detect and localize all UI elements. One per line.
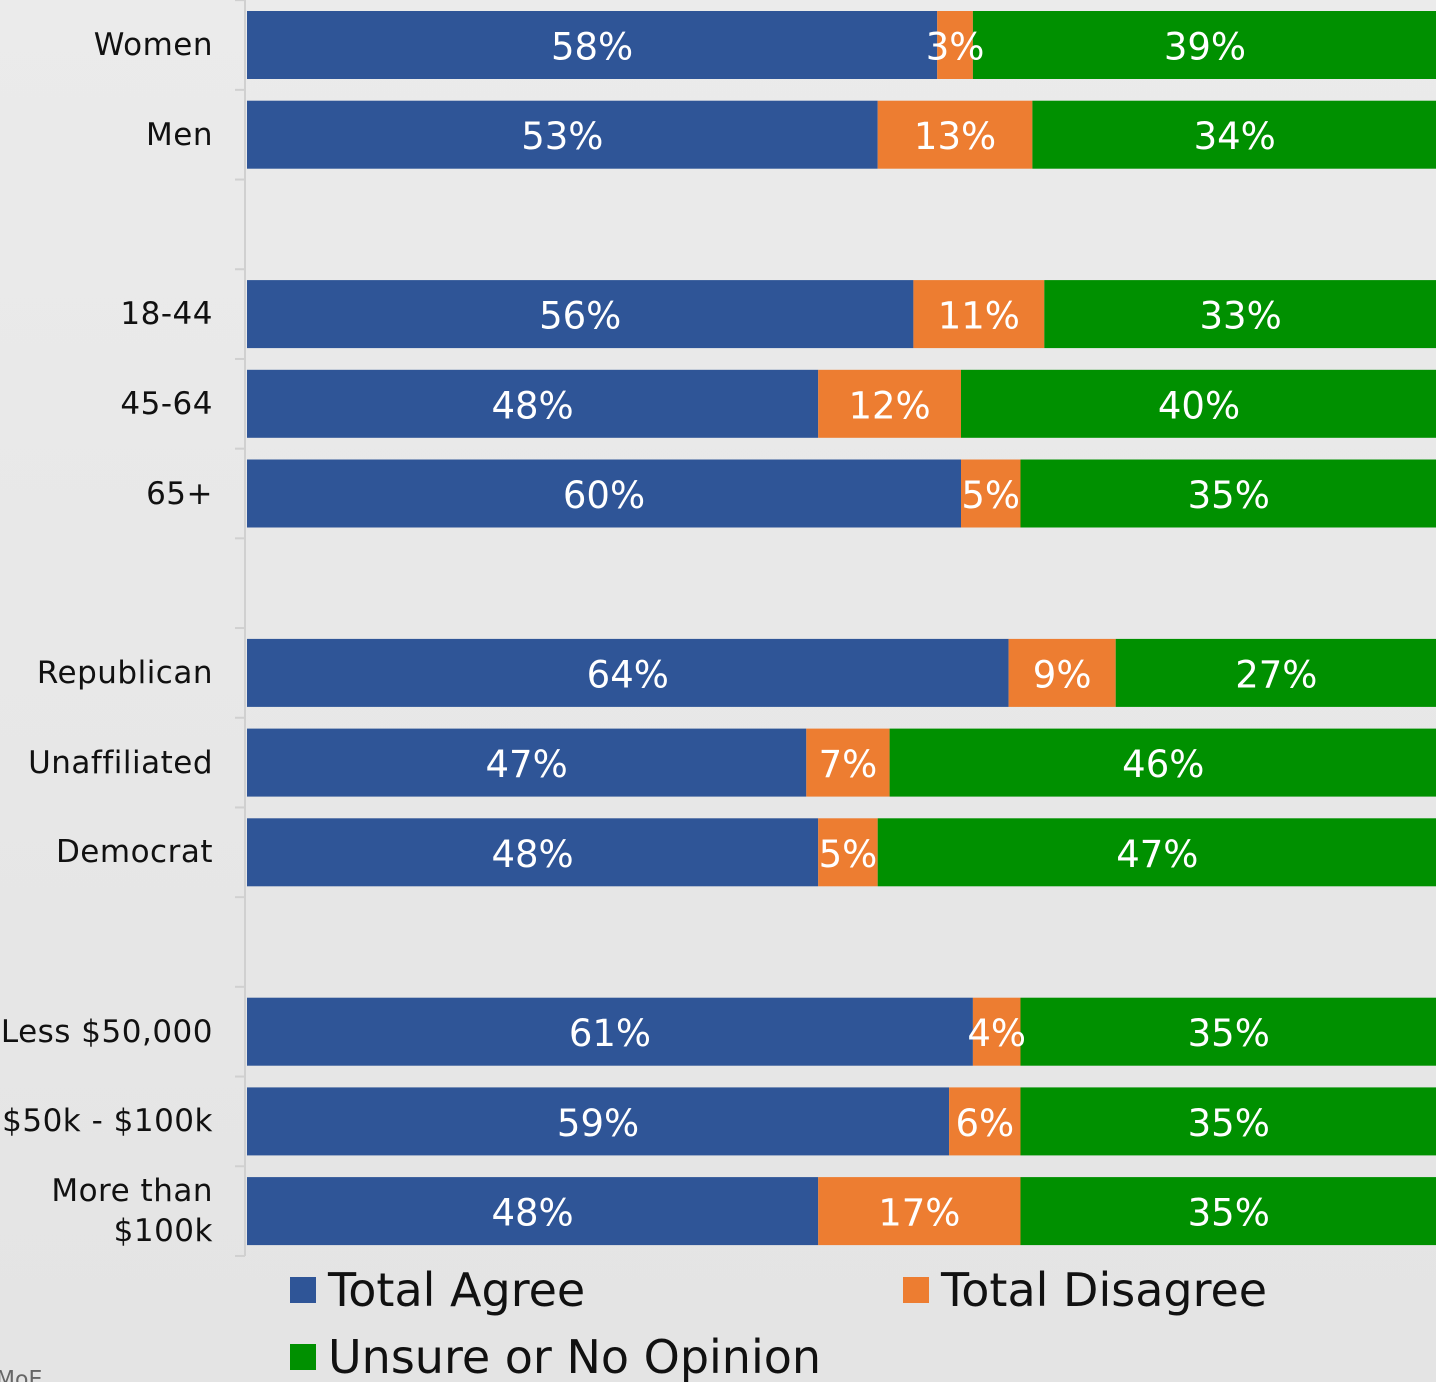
bar-segment: [1020, 997, 1436, 1066]
value-label: 13%: [914, 115, 996, 158]
bar-segment: [1044, 280, 1436, 349]
bar-segment: [247, 280, 914, 349]
bar-segment: [818, 818, 878, 887]
bar-segment: [889, 728, 1436, 797]
bar-segment: [247, 728, 807, 797]
category-label: Women: [93, 27, 213, 63]
value-label: 35%: [1188, 1012, 1270, 1055]
value-label: 53%: [521, 115, 603, 158]
bar-segment: [247, 818, 819, 887]
bar-segment: [818, 1177, 1021, 1246]
value-label: 5%: [819, 833, 878, 876]
value-label: 12%: [848, 384, 930, 427]
value-label: 3%: [926, 26, 985, 69]
bar-segment: [1008, 638, 1116, 707]
value-label: 35%: [1188, 1192, 1270, 1235]
legend-label: Total Disagree: [940, 1263, 1267, 1317]
value-label: 9%: [1033, 653, 1092, 696]
bar-segment: [1020, 1087, 1436, 1156]
value-label: 17%: [878, 1192, 960, 1235]
legend-label: Total Agree: [327, 1263, 585, 1317]
bar-segment: [937, 11, 973, 79]
bar-segment: [972, 11, 1436, 79]
footnote: MoE: [0, 1368, 42, 1382]
value-label: 33%: [1200, 295, 1282, 338]
value-label: 35%: [1188, 474, 1270, 517]
bar-segment: [877, 818, 1436, 887]
bar-segment: [972, 997, 1021, 1066]
bar-segment: [247, 11, 938, 79]
category-label: 18-44: [120, 296, 213, 333]
bar-segment: [247, 997, 973, 1066]
value-label: 35%: [1188, 1102, 1270, 1145]
category-label: $50k - $100k: [2, 1103, 213, 1140]
value-label: 34%: [1194, 115, 1276, 158]
legend-swatch: [290, 1277, 316, 1303]
category-label: More than $100k: [51, 1173, 213, 1250]
category-label: 45-64: [120, 385, 213, 422]
value-label: 59%: [557, 1102, 639, 1145]
legend-swatch: [290, 1344, 316, 1370]
value-label: 56%: [539, 295, 621, 338]
bar-segment: [913, 280, 1045, 349]
value-label: 46%: [1122, 743, 1204, 786]
value-label: 61%: [569, 1012, 651, 1055]
bar-segment: [247, 369, 819, 438]
value-label: 5%: [961, 474, 1020, 517]
bar-segment: [247, 100, 878, 169]
category-label: 65+: [146, 475, 213, 512]
bar-segment: [247, 638, 1009, 707]
bar-segment: [961, 369, 1436, 438]
category-label: Democrat: [55, 834, 213, 871]
value-label: 27%: [1235, 653, 1317, 696]
bar-segment: [1115, 638, 1436, 707]
bar-segment: [247, 459, 961, 528]
value-label: 40%: [1158, 384, 1240, 427]
value-label: 48%: [491, 1192, 573, 1235]
bar-segment: [818, 369, 961, 438]
value-label: 60%: [563, 474, 645, 517]
bar-segment: [1032, 100, 1436, 169]
bar-segment: [1020, 1177, 1436, 1246]
value-label: 48%: [491, 384, 573, 427]
category-label: Men: [146, 116, 213, 153]
category-label: Unaffiliated: [28, 744, 213, 781]
bar-segment: [806, 728, 890, 797]
bar-segment: [247, 1087, 950, 1156]
bar-segment: [961, 459, 1021, 528]
legend-swatch: [903, 1277, 929, 1303]
category-label: Republican: [36, 654, 213, 691]
value-label: 47%: [486, 743, 568, 786]
bar-segment: [247, 1177, 819, 1246]
value-label: 7%: [819, 743, 878, 786]
value-label: 6%: [955, 1102, 1014, 1145]
bar-segment: [1020, 459, 1436, 528]
category-label: Less $50,000: [0, 1013, 213, 1050]
value-label: 47%: [1116, 833, 1198, 876]
value-label: 48%: [491, 833, 573, 876]
bar-segment: [949, 1087, 1021, 1156]
bar-segment: [877, 100, 1033, 169]
value-label: 4%: [967, 1012, 1026, 1055]
value-label: 58%: [551, 26, 633, 69]
legend-label: Unsure or No Opinion: [328, 1330, 821, 1382]
value-label: 64%: [587, 653, 669, 696]
value-label: 11%: [938, 295, 1020, 338]
value-label: 39%: [1164, 26, 1246, 69]
